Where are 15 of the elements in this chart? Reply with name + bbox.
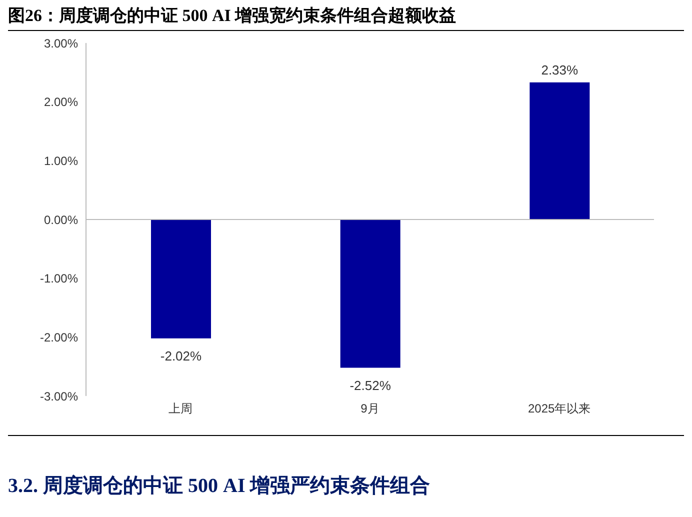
y-tick-label: -2.00% [40, 330, 78, 344]
text: 3.2. 周度调仓的中证 500 AI 增强严约束条件组合 [8, 474, 432, 499]
data-label: -2.02% [160, 348, 202, 364]
y-tick-label: 1.00% [44, 154, 78, 168]
y-tick-label: 2.00% [44, 95, 78, 110]
x-tick-label: 上周 [168, 402, 193, 416]
data-label: -2.52% [350, 378, 392, 393]
data-label: 2.33% [541, 62, 579, 78]
x-tick-label: 9月 [360, 402, 380, 416]
y-tick-label: 3.00% [44, 36, 78, 50]
chart-title: 图26：周度调仓的中证 500 AI 增强宽约束条件组合超额收益 [8, 4, 684, 31]
x-tick-label: 2025年以来 [528, 402, 591, 416]
y-tick-label: -1.00% [40, 272, 78, 286]
y-tick-label: 0.00% [44, 212, 78, 227]
y-tick-label: -3.00% [40, 389, 78, 404]
